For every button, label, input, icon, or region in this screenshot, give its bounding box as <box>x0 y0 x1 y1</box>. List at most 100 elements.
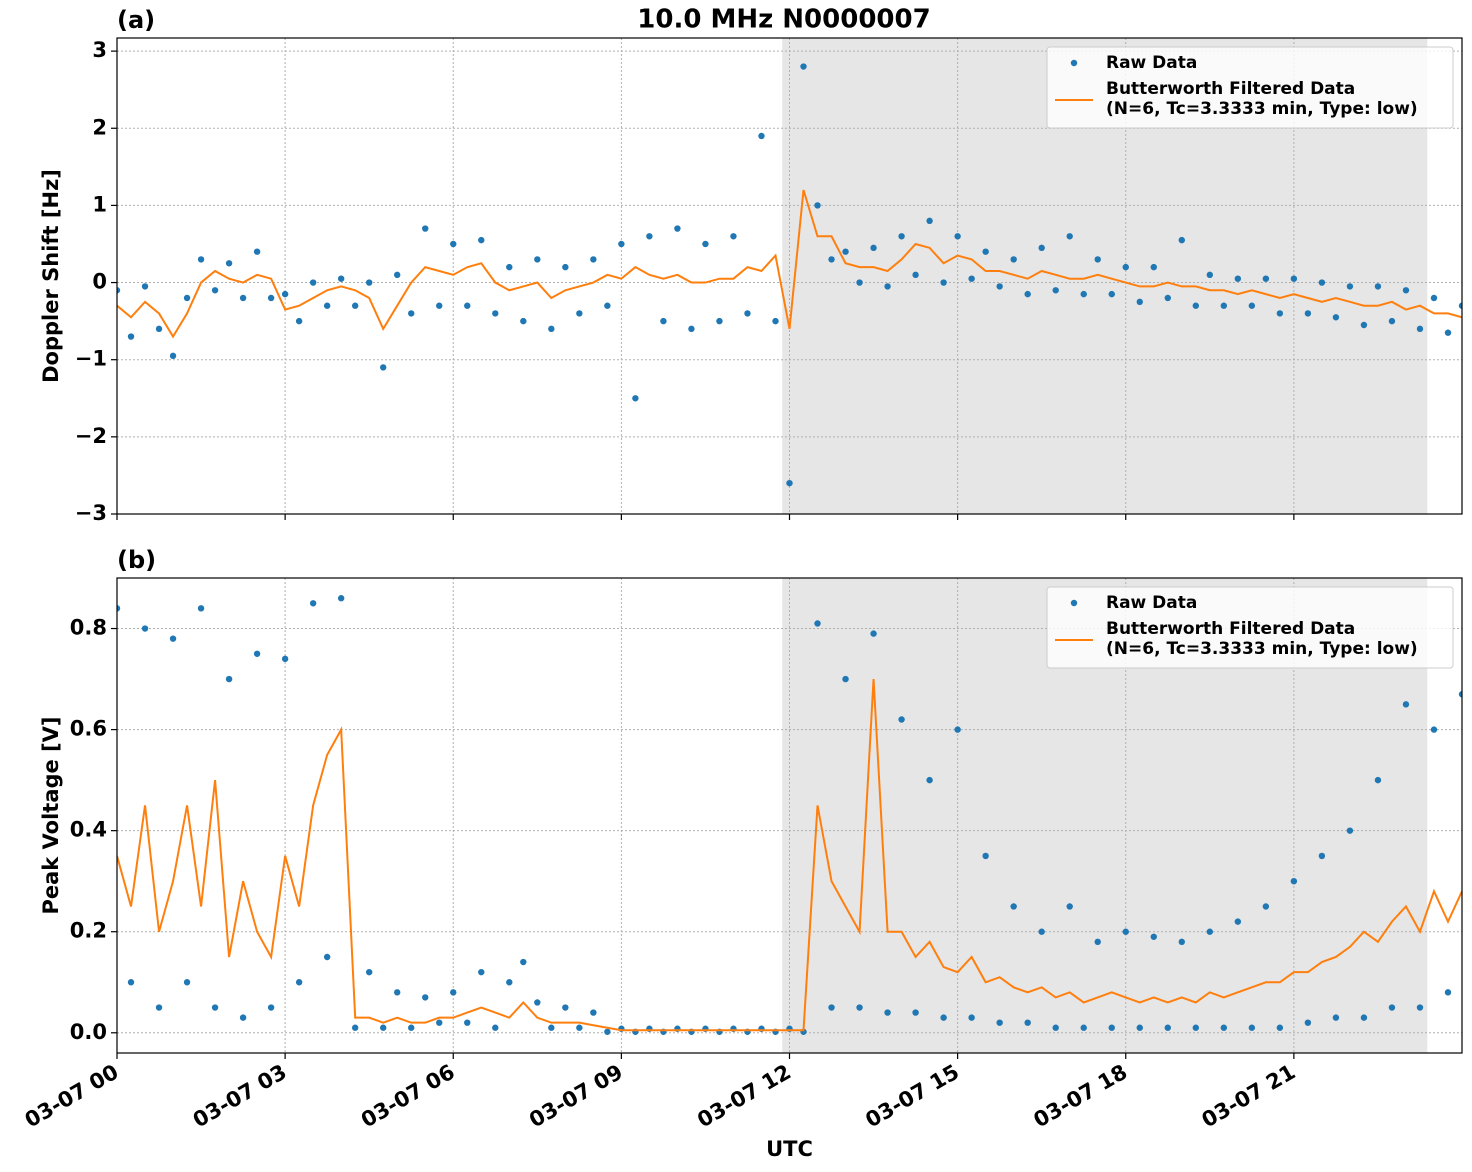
raw-point <box>506 263 513 271</box>
raw-point <box>379 364 387 371</box>
raw-point <box>309 279 317 286</box>
raw-point <box>422 225 429 232</box>
raw-point <box>1150 263 1157 271</box>
raw-point <box>323 953 331 961</box>
panel-label: (a) <box>117 6 155 34</box>
raw-point <box>351 1024 359 1031</box>
raw-point <box>1346 827 1354 834</box>
raw-point <box>1388 317 1396 325</box>
filtered-line <box>117 189 1462 339</box>
raw-point <box>295 317 303 325</box>
raw-point <box>870 630 877 637</box>
raw-point <box>394 271 401 279</box>
raw-point <box>323 302 331 309</box>
raw-point <box>1402 287 1410 294</box>
raw-point <box>141 283 149 290</box>
raw-point <box>1122 263 1129 271</box>
raw-point <box>548 325 555 333</box>
raw-point <box>155 325 163 333</box>
raw-point <box>604 302 611 309</box>
raw-point <box>562 263 569 271</box>
raw-point <box>814 620 821 627</box>
raw-point <box>1458 691 1462 698</box>
raw-point <box>464 1019 471 1026</box>
y-tick-label: 0.8 <box>70 616 107 640</box>
legend-box <box>1046 46 1454 129</box>
raw-point <box>548 1024 555 1031</box>
raw-point <box>1038 928 1045 935</box>
raw-point <box>884 1009 891 1016</box>
raw-point <box>351 302 359 309</box>
raw-point <box>478 236 485 244</box>
raw-point <box>814 202 821 209</box>
raw-point <box>197 605 205 612</box>
raw-point <box>1052 287 1059 294</box>
raw-point <box>1374 283 1382 290</box>
raw-point <box>996 1019 1003 1026</box>
raw-point <box>856 279 863 286</box>
raw-point <box>155 1004 163 1011</box>
raw-point <box>117 605 121 612</box>
raw-point <box>562 1004 569 1011</box>
raw-point <box>884 283 891 290</box>
raw-point <box>1318 852 1326 860</box>
x-tick-label: 03-07 03 <box>189 1060 291 1133</box>
legend-marker <box>1070 599 1078 607</box>
raw-point <box>982 248 989 255</box>
raw-point <box>253 248 261 255</box>
raw-point <box>730 233 737 240</box>
raw-point <box>1416 325 1424 333</box>
raw-point <box>1164 294 1171 302</box>
raw-point <box>183 979 191 986</box>
raw-point <box>408 310 415 317</box>
raw-point <box>1304 1019 1312 1026</box>
raw-point <box>856 1004 863 1011</box>
raw-point <box>1136 298 1143 306</box>
y-tick-label: 2 <box>92 115 107 139</box>
raw-point <box>1318 279 1326 286</box>
raw-point <box>1276 1024 1284 1031</box>
raw-point <box>1080 1024 1087 1031</box>
raw-point <box>1010 256 1017 263</box>
raw-point <box>337 595 345 602</box>
raw-point <box>1066 903 1073 910</box>
raw-point <box>912 271 919 279</box>
panel: 0.0 0.2 0.4 0.6 0.8 03-07 00 03-07 03 03-07 06 0… <box>21 546 1463 1161</box>
raw-point <box>674 225 681 232</box>
raw-point <box>127 979 135 986</box>
raw-point <box>1220 1024 1228 1031</box>
raw-point <box>436 1019 443 1026</box>
raw-point <box>1262 903 1270 910</box>
raw-point <box>1276 310 1284 317</box>
raw-point <box>940 1014 947 1021</box>
raw-point <box>1010 903 1017 910</box>
raw-point <box>211 287 219 294</box>
raw-point <box>197 256 205 263</box>
raw-point <box>1052 1024 1059 1031</box>
chart-title: 10.0 MHz N0000007 <box>637 5 930 35</box>
raw-point <box>1108 1024 1115 1031</box>
raw-point <box>1038 244 1045 252</box>
raw-point <box>870 244 877 252</box>
raw-point <box>225 675 233 683</box>
raw-point <box>1430 294 1438 302</box>
raw-point <box>702 240 709 248</box>
raw-point <box>464 302 471 309</box>
y-tick-label: 0 <box>92 270 107 294</box>
raw-point <box>1108 290 1115 298</box>
raw-point <box>1150 933 1157 940</box>
raw-point <box>1164 1024 1171 1031</box>
y-tick-label: −2 <box>75 424 107 448</box>
raw-point <box>1220 302 1228 309</box>
raw-point <box>1332 314 1340 321</box>
raw-point <box>253 650 261 657</box>
axes-frame <box>116 577 1463 1054</box>
raw-point <box>842 248 849 255</box>
raw-point <box>1444 329 1452 336</box>
raw-point <box>1192 302 1200 309</box>
raw-point <box>1024 290 1031 298</box>
raw-point <box>898 716 905 723</box>
x-tick-label: 03-07 09 <box>525 1060 627 1133</box>
raw-point <box>618 240 625 248</box>
